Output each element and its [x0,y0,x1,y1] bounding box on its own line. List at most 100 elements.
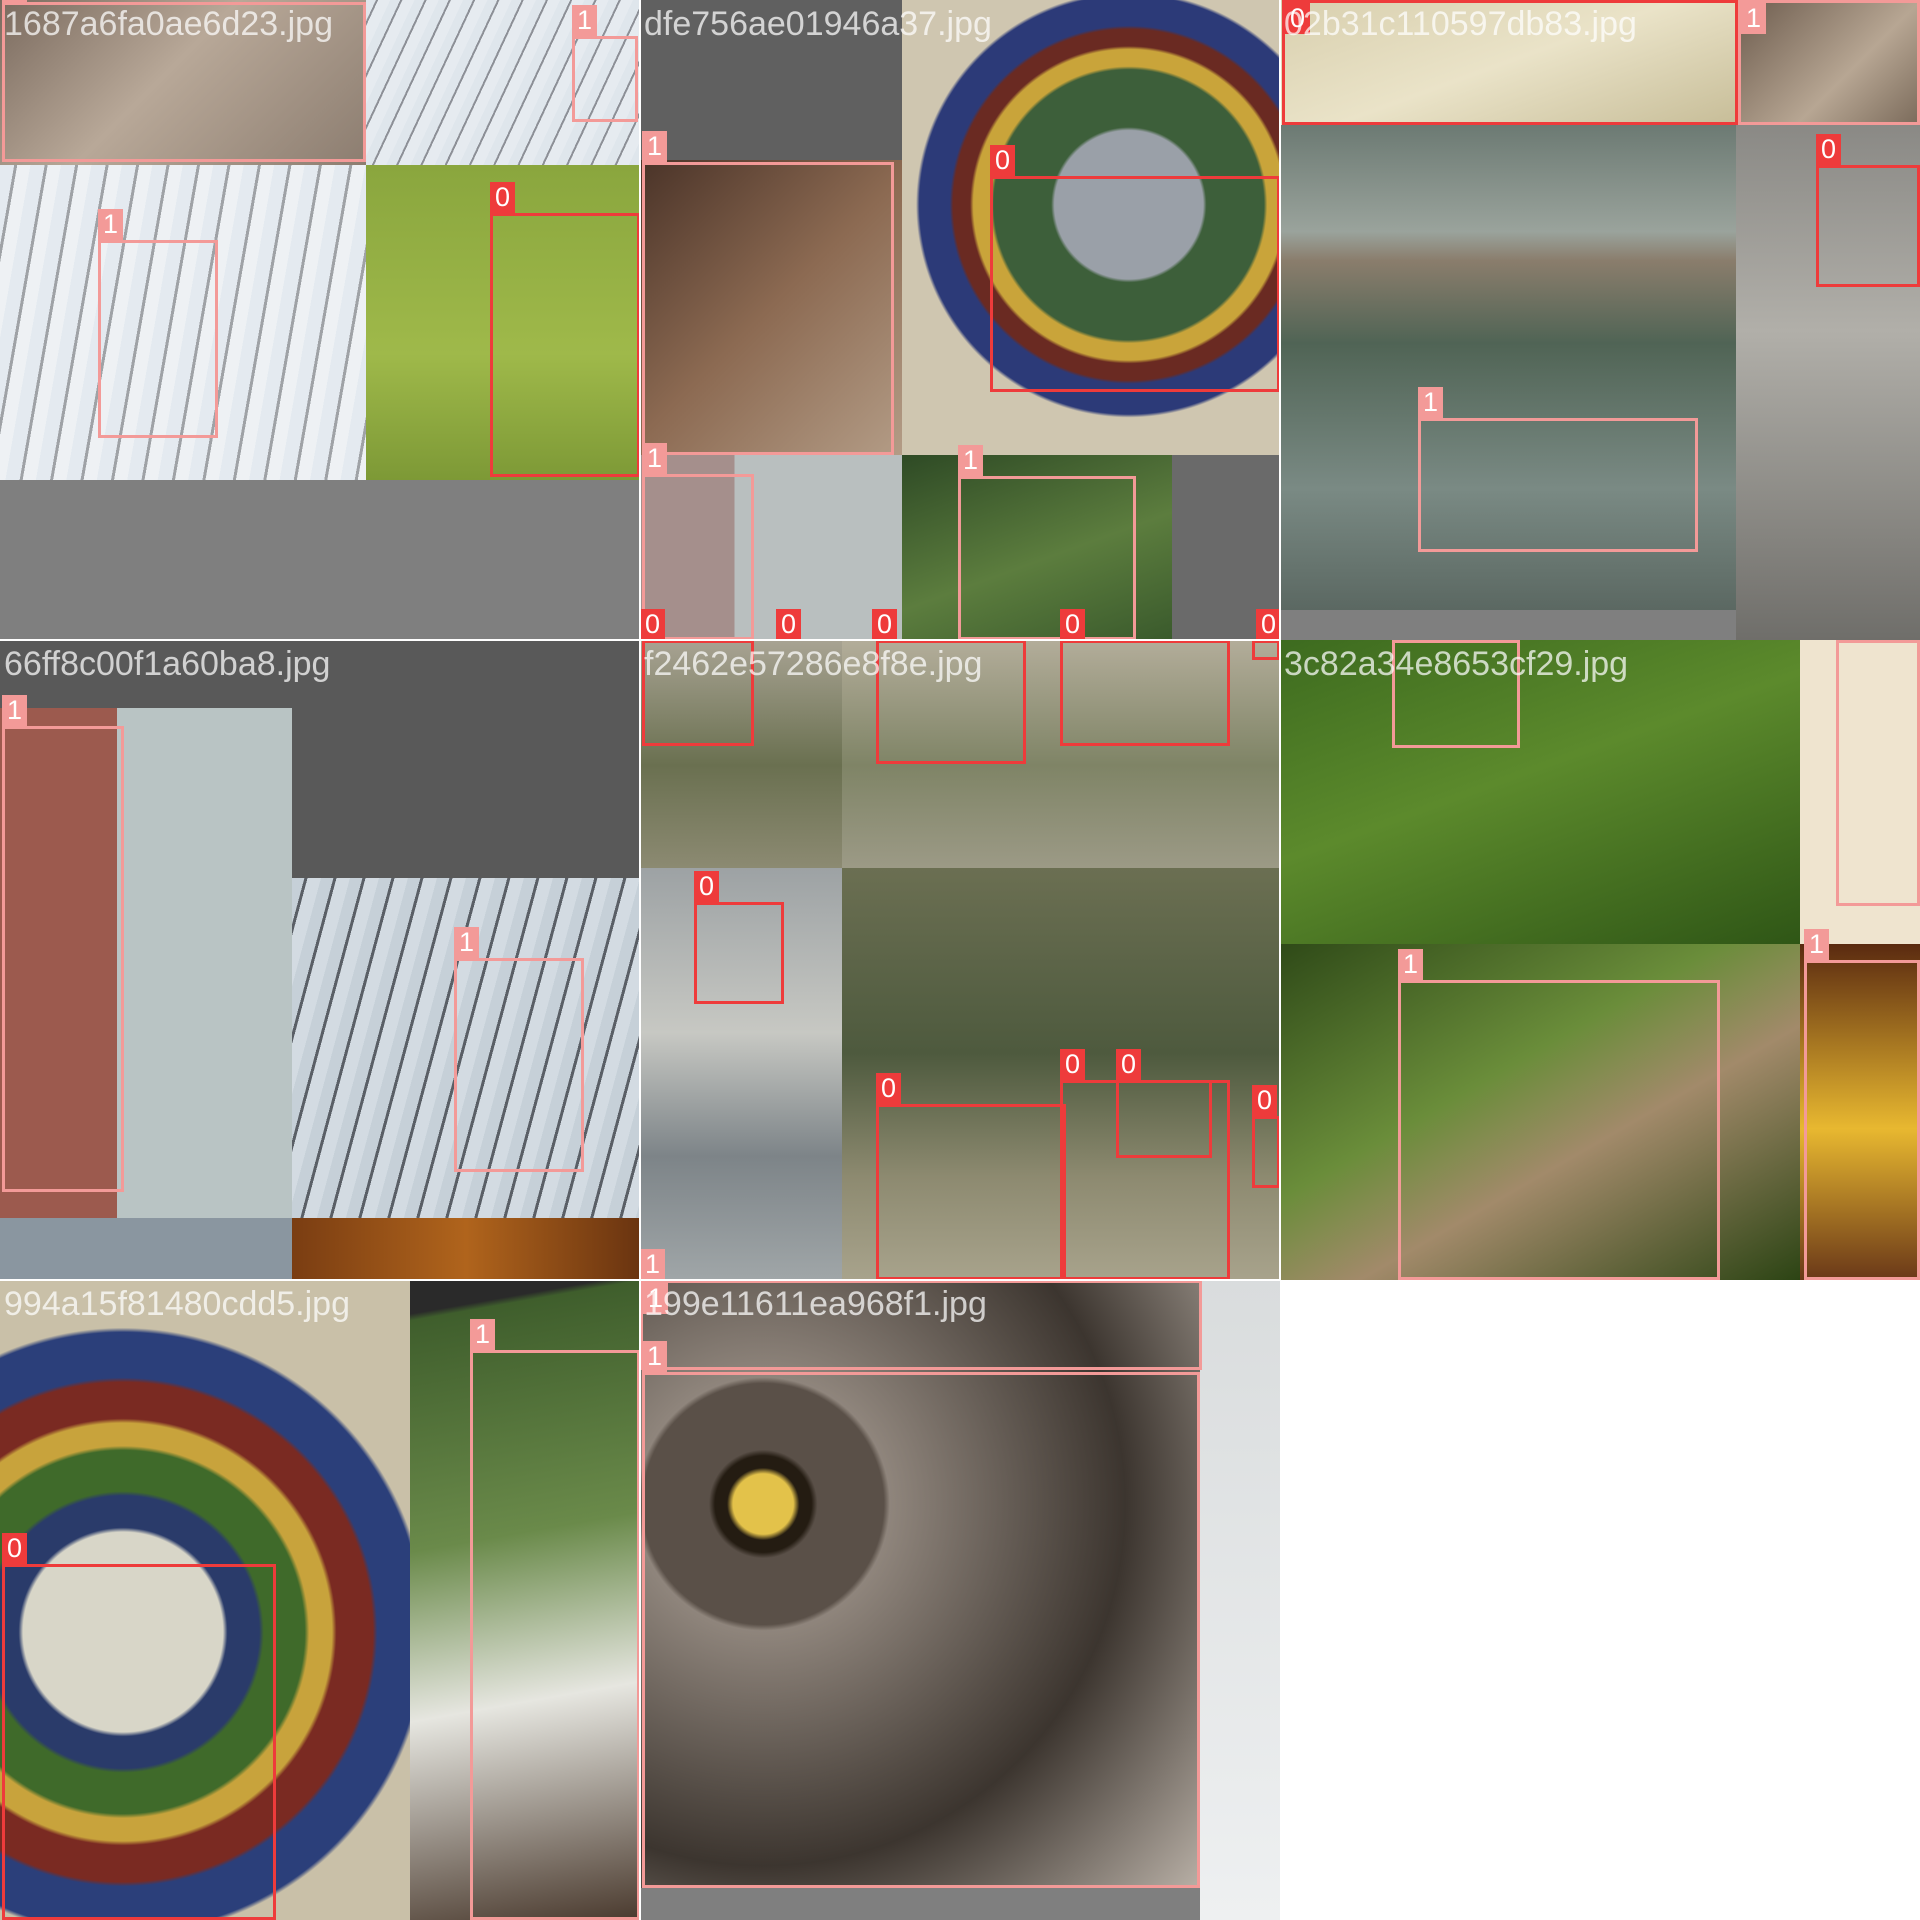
mosaic-tile: f2462e57286e8f8e.jpg 0 0 0 0 0 0 0 0 0 1 [640,640,1280,1280]
mosaic-tile: 1687a6fa0ae6d23.jpg 1 1 1 0 [0,0,640,640]
mosaic-tile: 199e11611ea968f1.jpg 1 1 [640,1280,1280,1920]
detection-box: 0 [1816,134,1920,287]
image-region [1800,944,1920,1280]
image-region [1800,640,1920,944]
image-region [366,165,640,480]
detection-box: 0 [990,145,1280,392]
detection-box: 1 [572,5,638,122]
class-label: 1 [642,1341,667,1372]
class-label: 1 [1398,949,1423,980]
class-label: 0 [1252,1085,1277,1116]
class-label: 0 [776,609,801,640]
image-region [1736,125,1920,640]
class-label: 1 [470,1319,495,1350]
detection-box: 0 [2,1533,276,1920]
image-region [410,1280,640,1920]
image-region [1280,610,1736,640]
detection-box: 1 [958,445,1136,640]
class-label: 1 [2,695,27,726]
detection-box: 0 [1116,1049,1212,1158]
image-region [292,1218,640,1280]
class-label: 0 [2,1533,27,1564]
image-region [640,868,842,1280]
image-region [0,0,366,165]
detection-box: 0 [876,1073,1066,1280]
image-region [1280,0,1736,125]
class-label: 1 [958,445,983,476]
detection-box: 0 [694,871,784,1004]
image-region [0,480,640,640]
detection-box: 0 [1282,0,1738,125]
image-region [640,1280,1200,1920]
class-label: 1 [643,1283,668,1314]
image-region [0,708,292,1280]
image-region [902,0,1280,455]
image-region [1736,0,1920,125]
image-region [640,0,902,160]
image-region [1280,944,1800,1280]
detection-box: 0 [1252,640,1280,660]
detection-box: 1 [1398,949,1720,1280]
detection-box: 0 [1060,640,1230,746]
class-label: 1 [1741,3,1766,34]
class-label: 1 [454,927,479,958]
mosaic-tile: 02b31c110597db83.jpg 0 1 0 1 [1280,0,1920,640]
detection-box: 1 [642,1341,1200,1888]
class-label: 1 [642,131,667,162]
image-region [902,455,1172,640]
class-label: 1 [2,0,27,2]
image-region [640,1888,1200,1920]
image-region [640,160,902,455]
detection-box: 0 [876,640,1026,764]
image-region [640,640,842,868]
mosaic-tile: 3c82a34e8653cf29.jpg 1 1 1 1 [1280,640,1920,1280]
class-label: 0 [1285,3,1310,34]
detection-box: 1 [1738,0,1920,125]
detection-box: 1 [1418,387,1698,552]
class-label: 1 [572,5,597,36]
class-label: 0 [1816,134,1841,165]
grid-divider [1279,0,1281,1280]
class-label: 0 [1060,609,1085,640]
detection-box: 0 [642,640,754,746]
detection-box: 1 [98,209,218,438]
detection-box: 1 [1392,640,1520,748]
class-label: 1 [1804,929,1829,960]
image-region [1200,1280,1280,1920]
mosaic-tile: dfe756ae01946a37.jpg 1 0 1 1 0 0 0 0 0 [640,0,1280,640]
class-label: 0 [876,1073,901,1104]
class-label: 0 [1116,1049,1141,1080]
mosaic-tile: 66ff8c00f1a60ba8.jpg 1 1 [0,640,640,1280]
detection-box: 1 [2,0,366,162]
detection-box: 0 [1252,1085,1280,1188]
image-region [1280,125,1736,610]
class-label: 0 [872,609,897,640]
detection-box: 0 [490,182,640,477]
class-label: 1 [642,443,667,474]
class-label: 0 [1256,609,1280,640]
detection-box: 1 [454,927,584,1172]
detection-box: 1 [2,695,124,1192]
image-region [1280,640,1800,944]
image-region [0,165,366,480]
detection-box: 1 [1836,640,1920,906]
class-label: 1 [640,1249,665,1280]
class-label: 0 [990,145,1015,176]
detection-box: 1 [642,131,894,455]
class-label: 1 [1418,387,1443,418]
detection-box: 1 [640,1280,1202,1370]
class-label: 0 [1060,1049,1085,1080]
class-label: 0 [694,871,719,902]
class-label: 0 [640,609,665,640]
detection-box: 1 [1804,929,1920,1280]
detection-box: 1 [470,1319,640,1920]
image-region [0,1218,292,1280]
grid-divider [639,0,641,1920]
class-label: 1 [98,209,123,240]
image-region [0,1280,410,1920]
class-label: 0 [490,182,515,213]
mosaic-tile: 994a15f81480cdd5.jpg 0 1 [0,1280,640,1920]
image-region [640,455,902,640]
detection-box: 1 [642,443,754,640]
